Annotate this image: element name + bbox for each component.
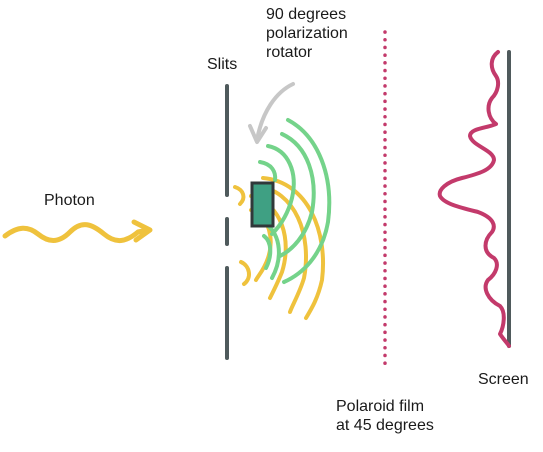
polarization-rotator (252, 183, 273, 226)
rotator-label: 90 degrees polarization rotator (266, 5, 348, 62)
film-label-line2: at 45 degrees (336, 417, 434, 434)
photon-wave (5, 225, 148, 241)
rotator-label-line3: rotator (266, 44, 313, 61)
rotator-pointer-arrow (257, 84, 293, 140)
interference-pattern (440, 52, 509, 346)
green-wavefronts (260, 120, 329, 282)
slits-label: Slits (207, 56, 238, 73)
photon-label: Photon (44, 192, 95, 209)
screen-label: Screen (478, 371, 529, 388)
rotator-label-line1: 90 degrees (266, 6, 347, 23)
rotator-pointer-arrowhead (250, 126, 266, 142)
film-label-line1: Polaroid film (336, 398, 425, 415)
rotator-label-line2: polarization (266, 25, 348, 42)
photon-arrowhead (134, 222, 150, 240)
film-label: Polaroid film at 45 degrees (336, 397, 434, 435)
